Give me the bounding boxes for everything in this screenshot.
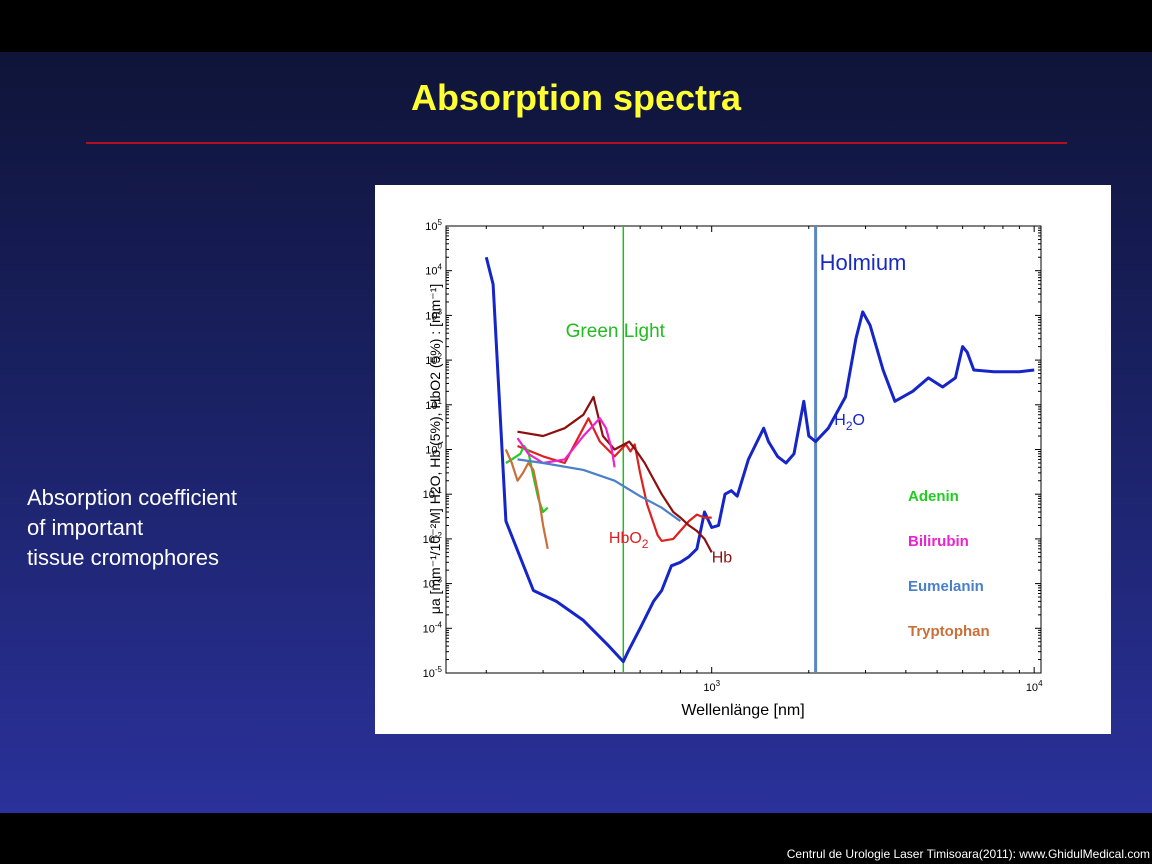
y-tick-label: 103	[425, 307, 442, 322]
legend-entry: Tryptophan	[908, 623, 990, 640]
series-line	[517, 458, 682, 522]
footer-credit: Centrul de Urologie Laser Timisoara(2011…	[786, 847, 1150, 861]
y-tick-label: 101	[425, 397, 442, 412]
y-axis-label: μa [mm⁻¹/10⁻²M] H2O, Hb (5%), HbO2 (5%) …	[427, 284, 443, 615]
chart-panel: 10-5 10-4 10-3 10-2 10-1 100 101 102 103 104 105 10…	[375, 185, 1111, 734]
series-line	[517, 417, 712, 542]
y-tick-label: 105	[425, 218, 442, 233]
slide-title: Absorption spectra	[410, 77, 742, 118]
x-tick-label: 103	[703, 679, 720, 694]
marker-label: Green Light	[566, 321, 666, 342]
slide-description: Absorption coefficient of important tiss…	[27, 483, 237, 573]
plot-frame	[445, 225, 1042, 674]
legend-entry: Bilirubin	[908, 533, 969, 550]
y-tick-label: 104	[425, 263, 442, 278]
series-label: Hb	[712, 549, 733, 566]
y-tick-label: 100	[425, 442, 442, 457]
y-tick-label: 10-1	[423, 486, 443, 501]
legend-entry: Adenin	[908, 488, 959, 505]
series-line	[505, 444, 549, 514]
series-line	[484, 256, 1035, 664]
y-tick-label: 10-4	[423, 620, 443, 635]
x-tick-label: 104	[1026, 679, 1043, 694]
description-line: of important	[27, 515, 144, 540]
y-tick-label: 10-2	[423, 531, 443, 546]
y-tick-label: 10-5	[423, 665, 443, 680]
series-label: H2O	[834, 412, 865, 433]
title-divider	[86, 142, 1067, 144]
series-label: HbO2	[609, 530, 649, 551]
y-tick-label: 10-3	[423, 576, 443, 591]
legend-entry: Eumelanin	[908, 578, 984, 595]
series-line	[516, 417, 616, 468]
absorption-chart: 10-5 10-4 10-3 10-2 10-1 100 101 102 103 104 105 10…	[423, 218, 1043, 719]
description-line: Absorption coefficient	[27, 485, 237, 510]
series-line	[517, 395, 713, 553]
description-line: tissue cromophores	[27, 545, 219, 570]
marker-label: Holmium	[820, 250, 907, 275]
series-line	[504, 449, 549, 550]
y-tick-label: 102	[425, 352, 442, 367]
x-axis-label: Wellenlänge [nm]	[681, 702, 804, 719]
